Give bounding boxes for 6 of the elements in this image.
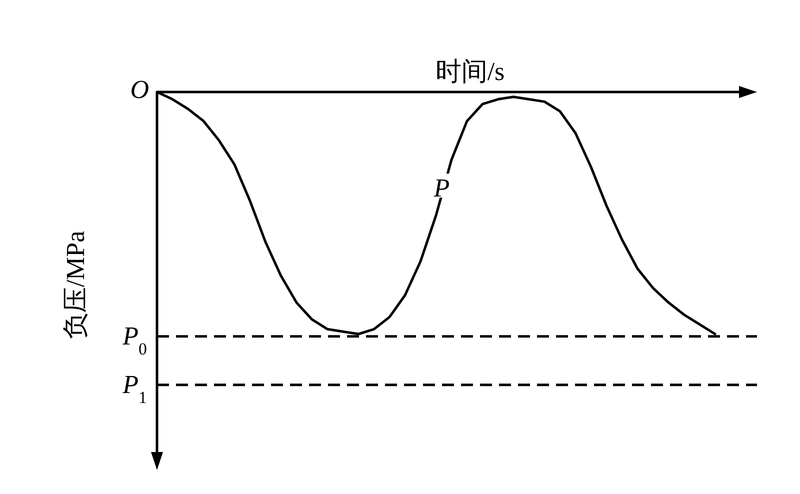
x-axis-title: 时间/s bbox=[435, 57, 505, 86]
text: O bbox=[130, 75, 150, 104]
annotation: P bbox=[432, 174, 450, 203]
y-axis-title: 负压/MPa bbox=[61, 230, 90, 340]
ref-line-label: P$_{1}$ bbox=[122, 370, 147, 406]
ref-line-label: P$_{0}$ bbox=[122, 321, 147, 358]
